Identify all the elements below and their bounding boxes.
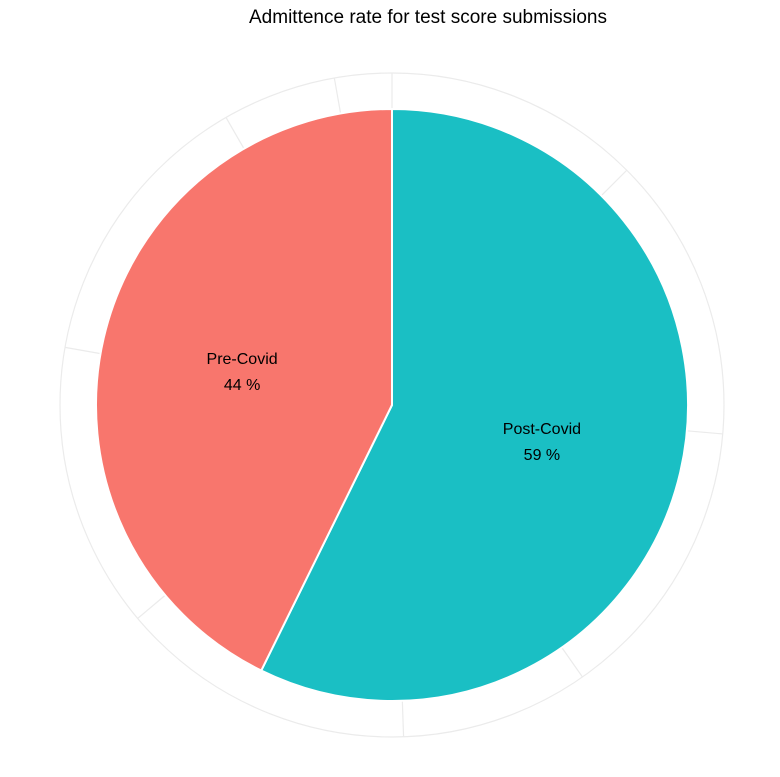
slice-labels: Post-Covid 59 % Pre-Covid 44 % xyxy=(207,351,582,464)
pie-slices xyxy=(95,107,689,702)
pie-slice-post-covid xyxy=(259,107,689,702)
slice-label-category: Pre-Covid xyxy=(207,351,278,368)
grid-spoke-4 xyxy=(401,700,405,737)
grid-spoke-8 xyxy=(333,77,342,114)
pie-slice-pre-covid xyxy=(95,107,393,672)
slice-label-category: Post-Covid xyxy=(503,421,581,438)
polar-grid xyxy=(59,72,725,738)
slice-label-value: 44 % xyxy=(224,377,260,394)
grid-spoke-2 xyxy=(686,430,723,435)
grid-spoke-3 xyxy=(561,647,583,678)
slice-label-value: 59 % xyxy=(524,447,560,464)
grid-spoke-5 xyxy=(137,594,166,619)
grid-spoke-1 xyxy=(600,169,628,197)
chart-title: Admittence rate for test score submissio… xyxy=(249,7,607,28)
grid-spoke-7 xyxy=(225,117,245,149)
grid-spoke-6 xyxy=(64,346,101,355)
